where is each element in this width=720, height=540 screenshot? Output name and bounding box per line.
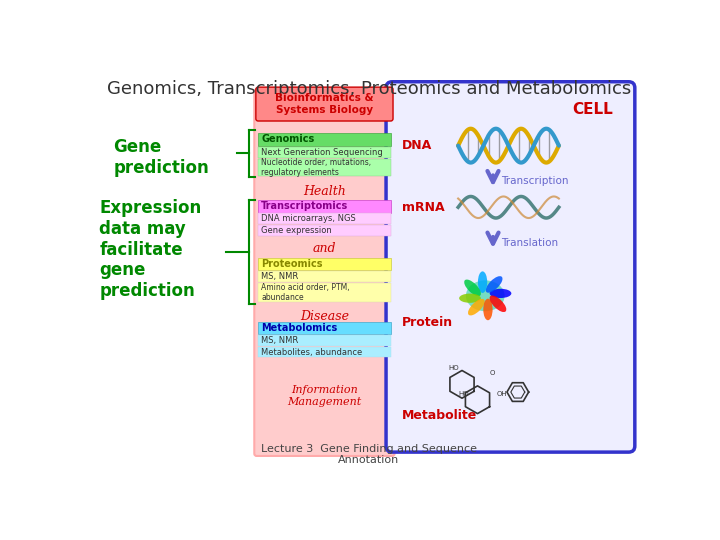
Ellipse shape — [483, 299, 492, 320]
Text: and: and — [312, 242, 336, 255]
Bar — [258, 335, 391, 346]
Ellipse shape — [478, 272, 487, 293]
Text: mRNA: mRNA — [402, 201, 444, 214]
Text: Gene expression: Gene expression — [261, 226, 332, 235]
Bar — [258, 213, 391, 224]
Text: Information
Management: Information Management — [287, 385, 361, 407]
Text: MS, NMR: MS, NMR — [261, 272, 299, 281]
Text: OH: OH — [497, 391, 508, 397]
Bar — [258, 258, 391, 271]
Text: Genomics: Genomics — [261, 134, 315, 145]
Text: Transcription: Transcription — [500, 176, 568, 186]
Text: Metabolites, abundance: Metabolites, abundance — [261, 348, 363, 356]
Text: Gene
prediction: Gene prediction — [113, 138, 209, 177]
FancyBboxPatch shape — [254, 90, 395, 456]
Text: Protein: Protein — [402, 316, 453, 329]
Bar — [258, 322, 391, 334]
Bar — [258, 283, 391, 302]
Text: Metabolomics: Metabolomics — [261, 323, 338, 333]
Text: Disease: Disease — [300, 310, 349, 323]
Ellipse shape — [490, 289, 511, 298]
Text: Translation: Translation — [500, 238, 558, 248]
Text: Metabolite: Metabolite — [402, 409, 477, 422]
Text: O: O — [489, 370, 495, 376]
Ellipse shape — [468, 299, 485, 315]
Ellipse shape — [466, 280, 505, 311]
Bar — [258, 347, 391, 357]
Bar — [258, 159, 391, 176]
Text: Nucleotide order, mutations,
regulatory elements: Nucleotide order, mutations, regulatory … — [261, 158, 372, 177]
Text: MS, NMR: MS, NMR — [261, 336, 299, 345]
Text: Lecture 3  Gene Finding and Sequence
Annotation: Lecture 3 Gene Finding and Sequence Anno… — [261, 443, 477, 465]
Text: Proteomics: Proteomics — [261, 259, 323, 269]
Text: Health: Health — [303, 185, 346, 198]
Bar — [258, 133, 391, 146]
Text: Expression
data may
facilitate
gene
prediction: Expression data may facilitate gene pred… — [99, 199, 202, 300]
Ellipse shape — [486, 276, 503, 293]
Ellipse shape — [459, 294, 481, 303]
Bar — [258, 225, 391, 236]
Text: Genomics, Transcriptomics, Proteomics and Metabolomics: Genomics, Transcriptomics, Proteomics an… — [107, 80, 631, 98]
Text: DNA: DNA — [402, 139, 432, 152]
FancyBboxPatch shape — [386, 82, 635, 452]
Text: Amino acid order, PTM,
abundance: Amino acid order, PTM, abundance — [261, 282, 350, 302]
Bar — [258, 147, 391, 158]
Text: Transcriptomics: Transcriptomics — [261, 201, 348, 212]
Text: DNA microarrays, NGS: DNA microarrays, NGS — [261, 214, 356, 224]
Text: CELL: CELL — [572, 102, 613, 117]
Bar — [258, 271, 391, 282]
FancyBboxPatch shape — [256, 87, 393, 121]
Text: Next Generation Sequencing: Next Generation Sequencing — [261, 148, 383, 157]
Ellipse shape — [490, 295, 506, 312]
Text: HO: HO — [458, 391, 469, 397]
Text: Bioinformatics &
Systems Biology: Bioinformatics & Systems Biology — [275, 93, 374, 115]
Bar — [258, 200, 391, 213]
Text: HO: HO — [448, 366, 459, 372]
Ellipse shape — [464, 280, 481, 296]
